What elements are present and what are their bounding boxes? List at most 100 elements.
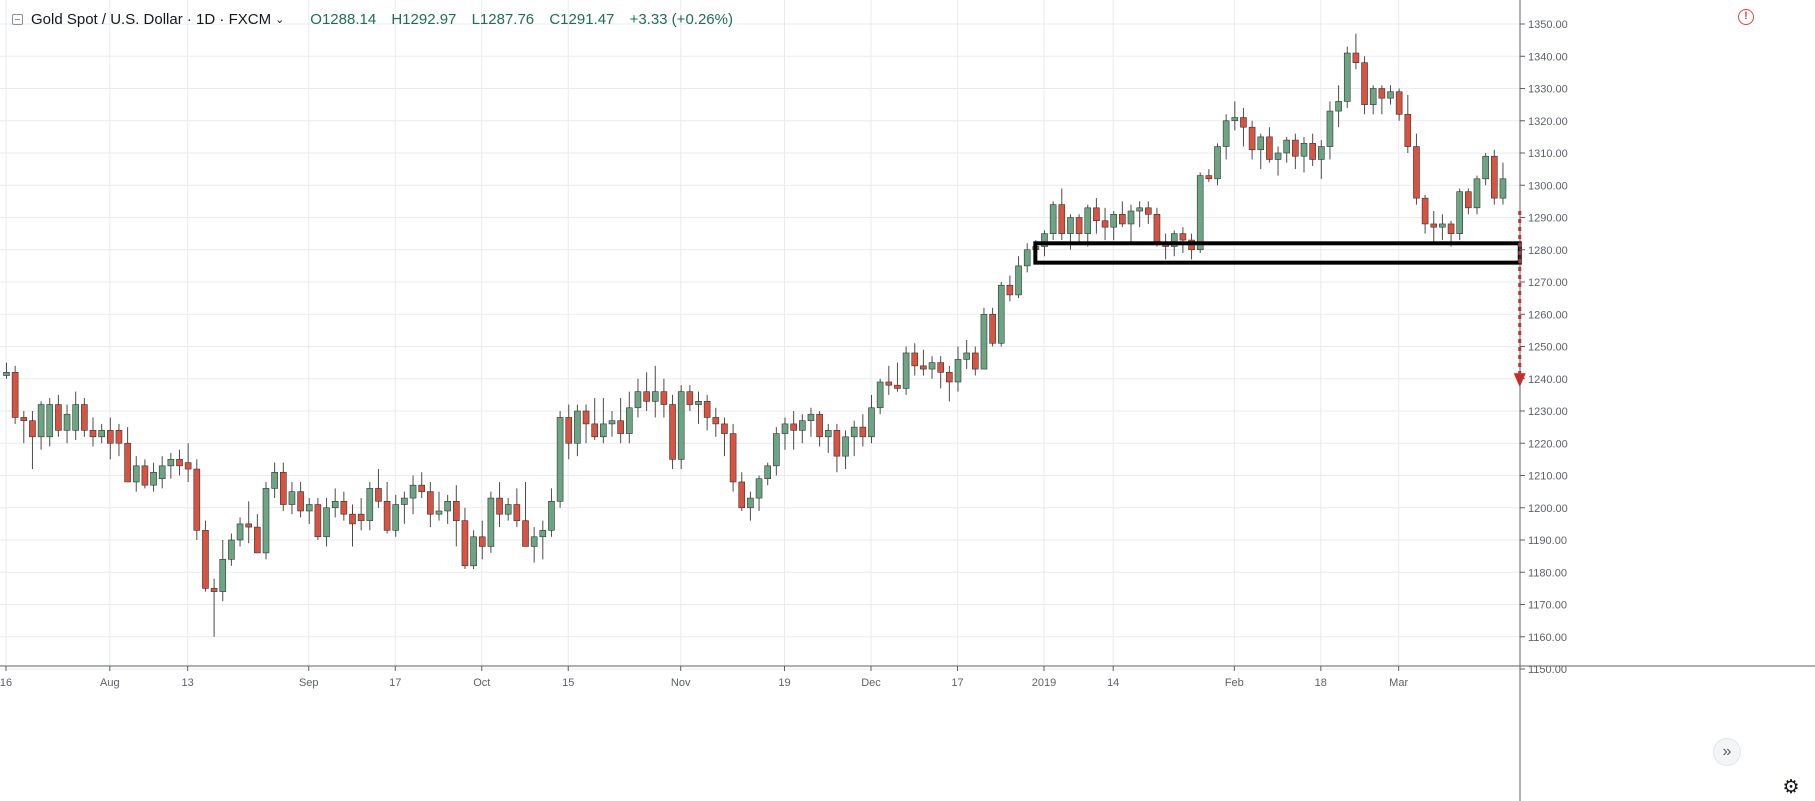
- candle-body-down: [669, 404, 676, 460]
- grid-lines: [0, 0, 1520, 670]
- candle-body-up: [435, 510, 443, 515]
- candle: [331, 488, 339, 518]
- candle: [842, 430, 849, 470]
- candle: [798, 414, 806, 444]
- candle-body-down: [703, 401, 711, 418]
- candle: [764, 462, 772, 486]
- candle: [1465, 188, 1472, 215]
- candle-body-up: [98, 430, 105, 438]
- candle-body-down: [245, 523, 252, 528]
- candle-body-down: [894, 384, 901, 389]
- candle: [461, 507, 469, 570]
- candle-body-up: [3, 371, 10, 376]
- chevron-down-icon[interactable]: ⌄: [275, 13, 285, 26]
- candle-body-down: [1058, 204, 1066, 234]
- candle-body-down: [496, 497, 503, 515]
- candle: [1309, 133, 1316, 166]
- candle: [1318, 140, 1325, 179]
- candle-body-down: [643, 391, 650, 402]
- price-tick-label: 1350.00: [1528, 19, 1568, 31]
- date-tick-label: Feb: [1225, 677, 1244, 689]
- candle-body-up: [764, 465, 772, 480]
- alert-icon[interactable]: !: [1738, 9, 1754, 25]
- candle: [81, 398, 88, 437]
- candle: [954, 346, 962, 392]
- candle-body-up: [444, 500, 451, 512]
- price-axis[interactable]: 1150.00 1160.00 1170.00 1180.00 1190.00 1200.…: [1519, 0, 1568, 801]
- candle-body-up: [1335, 101, 1342, 112]
- candle-body-up: [1127, 210, 1135, 225]
- candle-body-up: [824, 430, 832, 438]
- price-tick-label: 1230.00: [1528, 406, 1568, 418]
- candle: [980, 307, 988, 370]
- candle-body-up: [1136, 207, 1143, 212]
- candle: [850, 420, 858, 457]
- candle-body-down: [89, 430, 97, 438]
- candle: [608, 411, 616, 437]
- candle: [876, 378, 884, 415]
- candle-body-up: [634, 391, 642, 409]
- candle-body-down: [1006, 284, 1014, 296]
- candle: [530, 527, 538, 563]
- candle-body-down: [591, 423, 599, 438]
- candle: [141, 459, 149, 489]
- ohlc-values: O1288.14 H1292.97 L1287.76 C1291.47 +3.3…: [310, 11, 744, 28]
- double-chevron-right-icon[interactable]: »: [1713, 738, 1741, 766]
- candle-body-up: [46, 404, 54, 438]
- candle: [1084, 204, 1092, 247]
- candle: [522, 481, 529, 547]
- candle-body-down: [1421, 197, 1429, 225]
- candle-body-down: [660, 391, 668, 405]
- candle-body-up: [574, 410, 581, 444]
- gear-icon[interactable]: ⚙: [1782, 777, 1800, 798]
- candle-body-down: [582, 410, 590, 425]
- symbol-title[interactable]: Gold Spot / U.S. Dollar · 1D · FXCM: [31, 10, 272, 28]
- date-tick-label: 16: [0, 677, 12, 689]
- candle: [375, 469, 382, 508]
- candle-body-down: [911, 352, 919, 367]
- candle: [271, 462, 278, 499]
- candle-body-up: [1387, 91, 1394, 99]
- candle-body-up: [1049, 204, 1057, 234]
- date-tick-label: 15: [562, 677, 574, 689]
- candle-body-up: [954, 359, 962, 383]
- candle-body-up: [392, 504, 400, 531]
- candle-body-down: [1248, 126, 1256, 151]
- candle-body-up: [608, 420, 616, 425]
- candle: [262, 481, 270, 560]
- candle: [859, 414, 867, 447]
- open-value: O1288.14: [310, 10, 377, 28]
- candle: [11, 365, 19, 424]
- candle-body-up: [798, 420, 806, 431]
- candle: [245, 501, 252, 544]
- date-tick-label: Nov: [671, 677, 691, 689]
- candle-body-up: [1084, 207, 1092, 234]
- candle-body-down: [55, 404, 62, 431]
- candle: [1395, 88, 1403, 121]
- candle-body-down: [1093, 207, 1100, 222]
- candle: [297, 481, 304, 518]
- candle-body-down: [565, 417, 573, 444]
- candle: [669, 394, 676, 470]
- price-tick-label: 1270.00: [1528, 277, 1568, 289]
- collapse-icon[interactable]: [12, 13, 23, 25]
- candle: [401, 491, 408, 524]
- candle-body-down: [1145, 207, 1152, 215]
- candle-body-up: [1439, 223, 1446, 228]
- candle: [1231, 101, 1239, 131]
- candle: [937, 356, 945, 389]
- candle: [202, 520, 209, 592]
- candle-body-up: [1015, 265, 1022, 296]
- candle: [228, 533, 235, 566]
- candle-body-down: [124, 442, 131, 483]
- price-tick-label: 1150.00: [1528, 664, 1567, 676]
- time-axis[interactable]: 16 Aug 13 Sep 17 Oct 15 Nov 19 Dec 17 2019 14 Feb 18 Ma…: [0, 665, 1815, 689]
- candle: [176, 449, 183, 476]
- candle: [1145, 201, 1152, 224]
- candle-body-up: [928, 362, 936, 370]
- date-tick-label: 17: [389, 677, 401, 689]
- candle-body-up: [1214, 146, 1221, 180]
- candle: [790, 411, 797, 450]
- candle-body-down: [1413, 146, 1420, 199]
